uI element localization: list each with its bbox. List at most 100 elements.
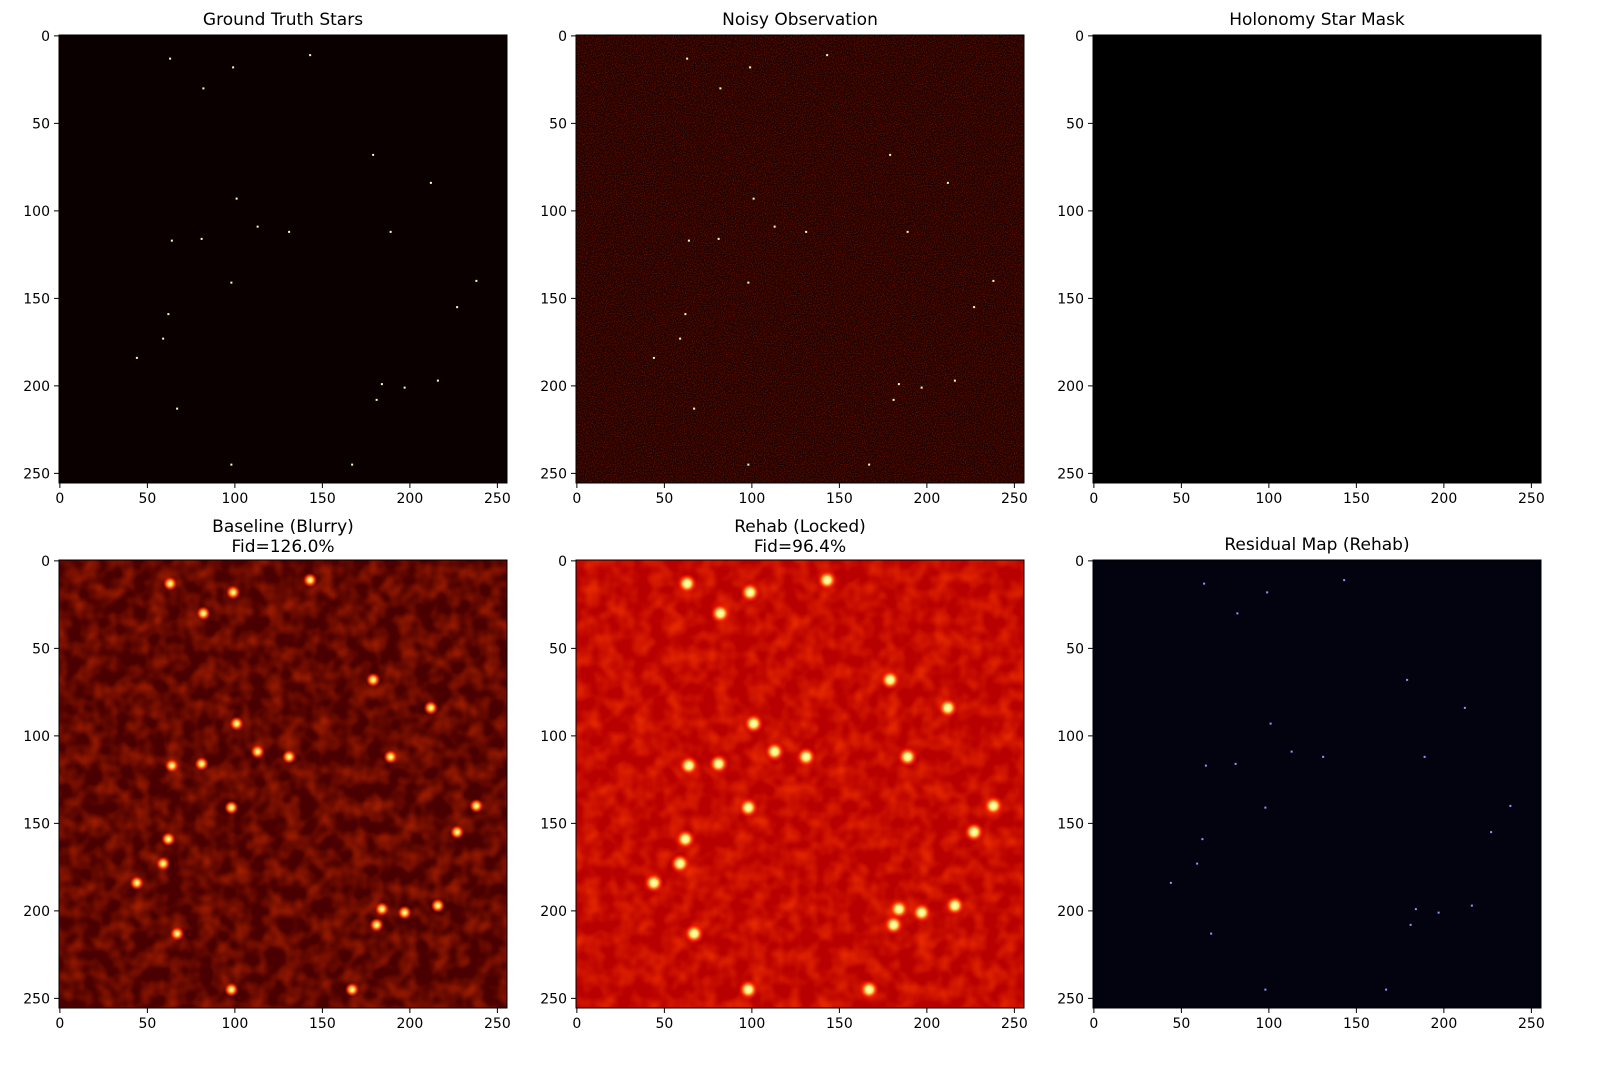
star-mark bbox=[1385, 988, 1388, 991]
panel-title: Noisy Observation bbox=[722, 10, 878, 30]
y-tick-label: 50 bbox=[1066, 641, 1084, 657]
star-mark bbox=[906, 230, 909, 233]
star-mark bbox=[747, 463, 750, 466]
star-mark bbox=[1414, 908, 1417, 911]
star-mark bbox=[1343, 579, 1346, 582]
x-tick-label: 150 bbox=[309, 491, 336, 507]
heatmap-image bbox=[1093, 560, 1541, 1008]
star-mark bbox=[817, 570, 838, 591]
y-tick-label: 0 bbox=[41, 554, 50, 570]
star-mark bbox=[1204, 764, 1207, 767]
y-tick-label: 150 bbox=[23, 291, 50, 307]
star-mark bbox=[436, 379, 439, 382]
x-tick-label: 0 bbox=[55, 491, 64, 507]
axes-frame bbox=[575, 34, 1025, 484]
star-mark bbox=[456, 306, 459, 309]
x-tick-label: 50 bbox=[138, 491, 156, 507]
star-mark bbox=[235, 197, 238, 200]
star-mark bbox=[256, 225, 259, 228]
panel-subtitle: Fid=96.4% bbox=[754, 537, 846, 557]
star-mark bbox=[1236, 612, 1239, 615]
star-mark bbox=[1169, 881, 1172, 884]
star-mark bbox=[719, 87, 722, 90]
y-tick-label: 0 bbox=[558, 29, 567, 45]
star-mark bbox=[888, 899, 909, 920]
heatmap-image bbox=[576, 560, 1024, 1008]
star-mark bbox=[380, 383, 383, 386]
star-mark bbox=[288, 230, 291, 233]
star-mark bbox=[383, 749, 398, 764]
x-tick-label: 150 bbox=[1343, 1016, 1370, 1032]
star-mark bbox=[170, 926, 185, 941]
star-mark bbox=[752, 197, 755, 200]
axes-frame bbox=[575, 559, 1025, 1009]
star-mark bbox=[170, 239, 173, 242]
y-tick-label: 0 bbox=[1075, 554, 1084, 570]
star-mark bbox=[196, 606, 211, 621]
y-tick-label: 250 bbox=[540, 466, 567, 482]
star-mark bbox=[964, 822, 985, 843]
x-tick-label: 250 bbox=[1001, 491, 1028, 507]
star-mark bbox=[224, 800, 239, 815]
x-tick-label: 200 bbox=[914, 1016, 941, 1032]
star-mark bbox=[1234, 762, 1237, 765]
y-tick-label: 200 bbox=[540, 904, 567, 920]
star-mark bbox=[738, 979, 759, 1000]
heatmap-image bbox=[1093, 35, 1541, 483]
heatmap-background bbox=[59, 35, 507, 483]
x-tick-label: 100 bbox=[222, 491, 249, 507]
star-mark bbox=[883, 914, 904, 935]
panel-title: Baseline (Blurry) bbox=[212, 517, 354, 537]
star-mark bbox=[374, 902, 389, 917]
x-tick-label: 250 bbox=[1001, 1016, 1028, 1032]
heatmap-background bbox=[1093, 560, 1541, 1008]
star-mark bbox=[423, 700, 438, 715]
axes-frame bbox=[58, 34, 508, 484]
x-tick-label: 100 bbox=[222, 1016, 249, 1032]
star-mark bbox=[953, 379, 956, 382]
x-tick-label: 200 bbox=[914, 491, 941, 507]
star-mark bbox=[880, 669, 901, 690]
x-tick-label: 100 bbox=[1256, 1016, 1283, 1032]
y-tick-label: 50 bbox=[32, 116, 50, 132]
star-mark bbox=[983, 795, 1004, 816]
star-mark bbox=[738, 797, 759, 818]
star-mark bbox=[1409, 923, 1412, 926]
x-tick-label: 150 bbox=[1343, 491, 1370, 507]
star-mark bbox=[868, 463, 871, 466]
x-tick-label: 50 bbox=[655, 491, 673, 507]
axes-frame bbox=[1092, 34, 1542, 484]
blur-texture bbox=[59, 560, 507, 1008]
star-mark bbox=[224, 982, 239, 997]
subplot-grid: Ground Truth Stars 0 50 100 150 200 250 0 50 100 1… bbox=[23, 10, 1544, 1032]
x-tick-label: 200 bbox=[397, 1016, 424, 1032]
star-mark bbox=[475, 279, 478, 282]
star-mark bbox=[796, 746, 817, 767]
y-tick-label: 200 bbox=[540, 379, 567, 395]
axes-frame bbox=[1092, 559, 1542, 1009]
y-tick-label: 250 bbox=[1057, 991, 1084, 1007]
star-mark bbox=[805, 230, 808, 233]
star-mark bbox=[129, 875, 144, 890]
panel-title: Ground Truth Stars bbox=[203, 10, 363, 30]
x-tick-label: 0 bbox=[1089, 491, 1098, 507]
y-tick-label: 50 bbox=[549, 641, 567, 657]
star-mark bbox=[859, 979, 880, 1000]
heatmap-image bbox=[59, 560, 507, 1008]
x-tick-label: 100 bbox=[739, 491, 766, 507]
star-mark bbox=[1490, 831, 1493, 834]
star-mark bbox=[686, 57, 689, 60]
star-mark bbox=[643, 872, 664, 893]
star-mark bbox=[911, 902, 932, 923]
star-mark bbox=[389, 230, 392, 233]
star-mark bbox=[369, 917, 384, 932]
x-tick-label: 50 bbox=[1172, 1016, 1190, 1032]
y-tick-label: 250 bbox=[23, 466, 50, 482]
x-tick-label: 150 bbox=[826, 491, 853, 507]
star-mark bbox=[684, 313, 687, 316]
y-tick-label: 150 bbox=[540, 291, 567, 307]
star-mark bbox=[202, 87, 205, 90]
x-tick-label: 200 bbox=[1431, 491, 1458, 507]
x-tick-label: 200 bbox=[1431, 1016, 1458, 1032]
star-mark bbox=[351, 463, 354, 466]
